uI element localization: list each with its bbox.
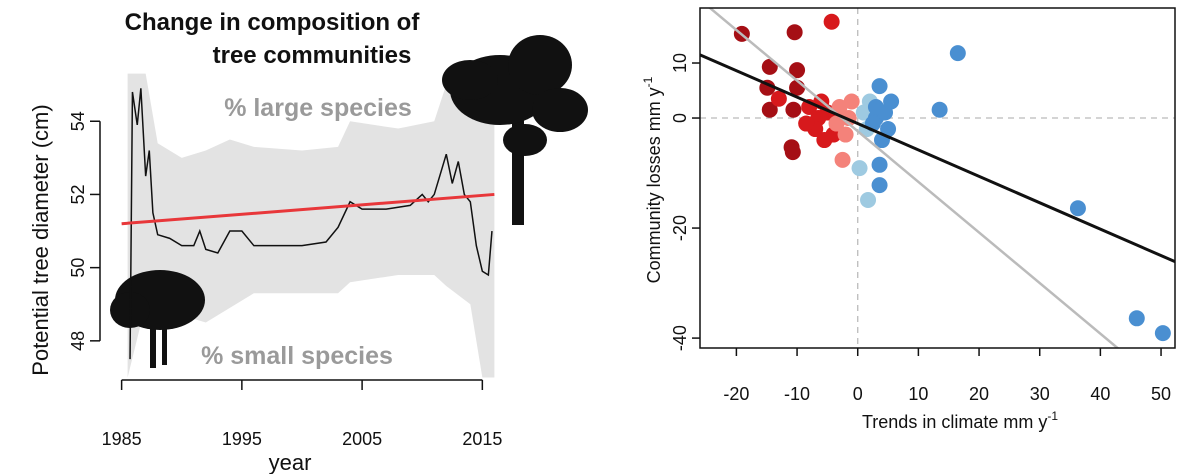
tree-large-icon [442,35,588,225]
point [837,126,854,143]
x-tick-label: 2005 [342,429,382,449]
point [828,115,845,132]
annotation: % large species [224,94,412,122]
plot-frame [699,7,1176,349]
point [851,160,868,177]
x-tick-label: 1995 [222,429,262,449]
data-line [129,88,493,360]
point [860,192,877,209]
y-tick-label: 52 [68,184,88,204]
point [883,93,900,110]
y-tick-label: 50 [68,258,88,278]
fit-line [708,8,1120,348]
point [949,45,966,62]
point [786,24,803,41]
tree-small-icon [110,270,205,368]
point [1128,310,1145,327]
point [1154,325,1171,342]
y-tick-label: -20 [670,215,690,241]
chart-title: Change in composition of [125,9,421,36]
point [843,93,860,110]
x-axis-label: year [269,450,312,474]
x-tick-label: 20 [969,384,989,404]
y-tick-label: 0 [670,113,690,123]
x-tick-label: -20 [723,384,749,404]
x-tick-label: 1985 [102,429,142,449]
trend-line [121,192,495,226]
y-axis-label: Potential tree diameter (cm) [28,104,53,375]
point [871,156,888,173]
x-tick-label: -10 [784,384,810,404]
x-axis-label-sup: -1 [1047,409,1058,423]
annotation: % small species [201,342,393,370]
y-tick-label: 48 [68,331,88,351]
x-tick-label: 50 [1151,384,1171,404]
point [867,99,884,116]
y-axis-label-main: Community losses mm y [644,87,664,283]
x-tick-label: 0 [853,384,863,404]
point [816,132,833,149]
point [931,101,948,118]
background-layer [127,70,495,378]
y-axis-label-sup: -1 [641,76,655,87]
y-tick-label: 10 [670,53,690,73]
point [1069,200,1086,217]
fit-line [700,53,1175,264]
point [770,90,787,107]
point [823,13,840,30]
x-tick-label: 2015 [462,429,502,449]
y-tick-label: 54 [68,111,88,131]
point [789,62,806,79]
point [784,144,801,161]
point [871,177,888,194]
point [798,115,815,132]
x-axis-label: Trends in climate mm y-1 [862,409,1058,432]
x-tick-label: 30 [1030,384,1050,404]
chart-title: tree communities [213,42,412,69]
point [871,78,888,95]
uncertainty-band [127,70,495,378]
y-axis-label: Community losses mm y-1 [641,76,664,283]
x-axis-label-main: Trends in climate mm y [862,412,1047,432]
x-tick-label: 10 [908,384,928,404]
point [785,101,802,118]
point [834,151,851,168]
point [761,101,778,118]
point [831,99,848,116]
point [761,58,778,75]
x-tick-label: 40 [1090,384,1110,404]
y-tick-label: -40 [670,325,690,351]
